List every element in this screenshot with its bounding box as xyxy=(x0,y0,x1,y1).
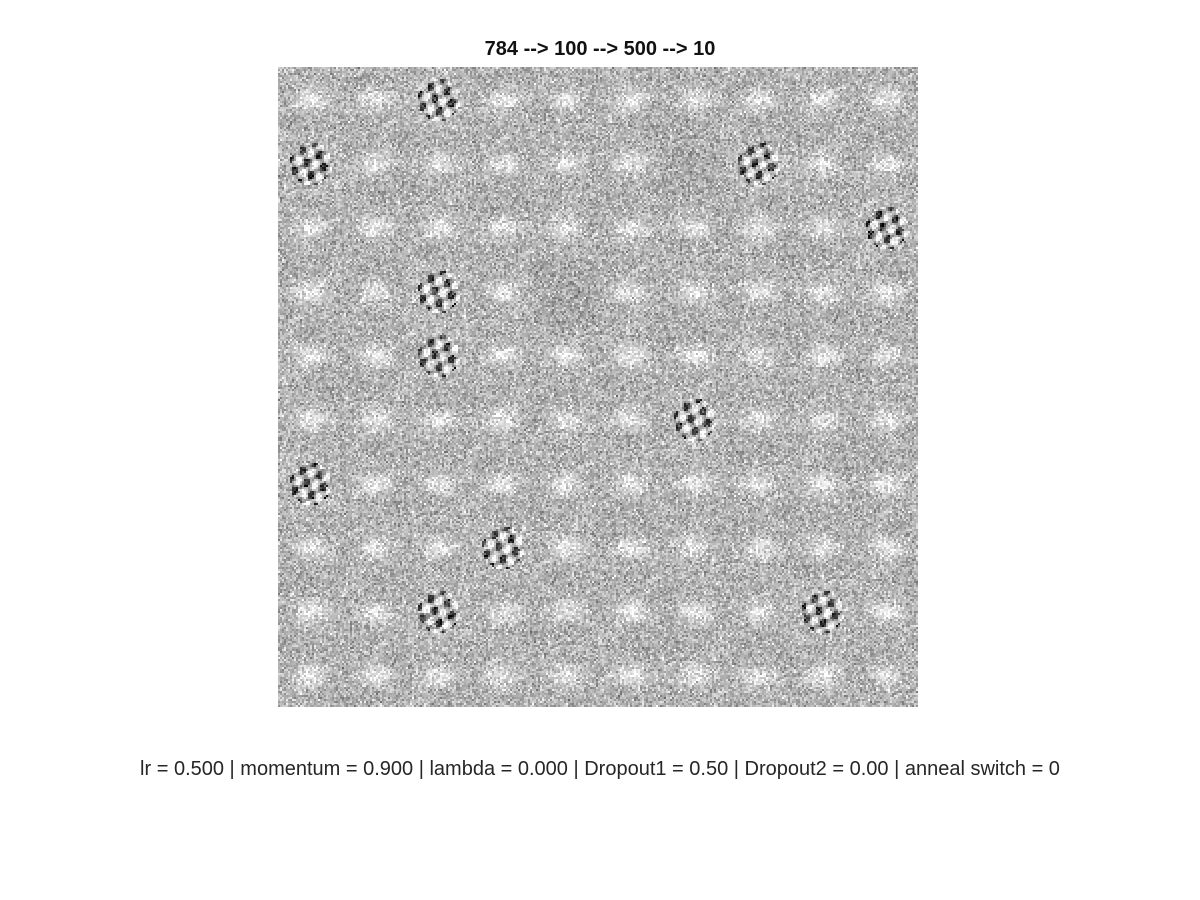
figure-title: 784 --> 100 --> 500 --> 10 xyxy=(484,38,716,60)
hyperparameter-caption: lr = 0.500 | momentum = 0.900 | lambda =… xyxy=(140,758,1060,780)
weight-visualization-image xyxy=(278,67,918,707)
weight-tiles-canvas xyxy=(278,67,918,707)
